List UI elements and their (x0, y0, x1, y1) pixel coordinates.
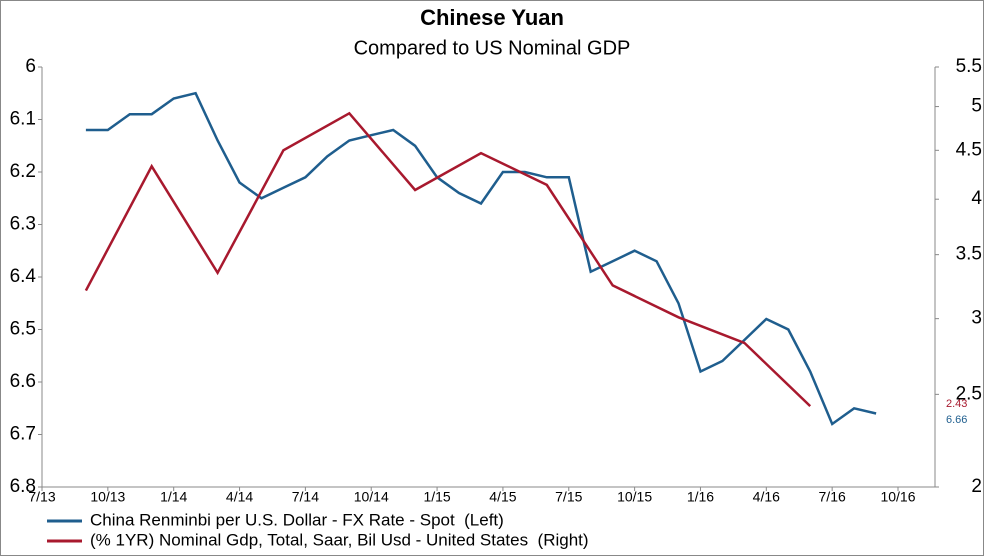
y-tick-label: 6.2 (10, 161, 36, 182)
chart-title: Chinese Yuan (420, 5, 564, 30)
x-tick-label: 10/13 (90, 489, 125, 505)
x-tick-label: 1/16 (687, 489, 714, 505)
legend-label: China Renminbi per U.S. Dollar - FX Rate… (90, 510, 504, 529)
y2-tick-label: 4.5 (956, 139, 982, 160)
chart-subtitle: Compared to US Nominal GDP (354, 37, 631, 59)
end-value-label: 2.43 (946, 398, 967, 410)
y-tick-label: 6.4 (10, 266, 37, 287)
y2-tick-label: 4 (971, 188, 982, 209)
x-tick-label: 7/14 (292, 489, 319, 505)
x-tick-label: 10/14 (354, 489, 389, 505)
x-tick-label: 1/15 (423, 489, 450, 505)
x-tick-label: 7/16 (819, 489, 846, 505)
y2-tick-label: 2.5 (956, 383, 982, 404)
y2-tick-label: 3.5 (956, 244, 982, 265)
x-tick-label: 4/15 (489, 489, 516, 505)
y-tick-label: 6.6 (10, 371, 36, 392)
series-line (85, 91, 877, 426)
x-tick-label: 4/16 (753, 489, 780, 505)
y-tick-label: 6.7 (10, 424, 36, 445)
x-tick-label: 1/14 (160, 489, 187, 505)
legend-label: (% 1YR) Nominal Gdp, Total, Saar, Bil Us… (90, 530, 589, 549)
y-tick-label: 6.8 (10, 476, 36, 497)
y-tick-label: 6.1 (10, 109, 36, 130)
x-tick-label: 10/16 (880, 489, 915, 505)
x-tick-label: 10/15 (617, 489, 652, 505)
y-tick-label: 6 (25, 56, 36, 77)
x-tick-label: 4/14 (226, 489, 253, 505)
y-tick-label: 6.3 (10, 214, 36, 235)
y2-tick-label: 3 (971, 308, 982, 329)
end-value-label: 6.66 (946, 414, 967, 426)
series-line (84, 111, 812, 408)
x-tick-label: 7/15 (555, 489, 582, 505)
y2-tick-label: 5 (971, 96, 982, 117)
y2-tick-label: 2 (971, 476, 982, 497)
x-tick-label: 7/13 (28, 489, 55, 505)
y2-tick-label: 5.5 (956, 56, 982, 77)
y-tick-label: 6.5 (10, 319, 36, 340)
